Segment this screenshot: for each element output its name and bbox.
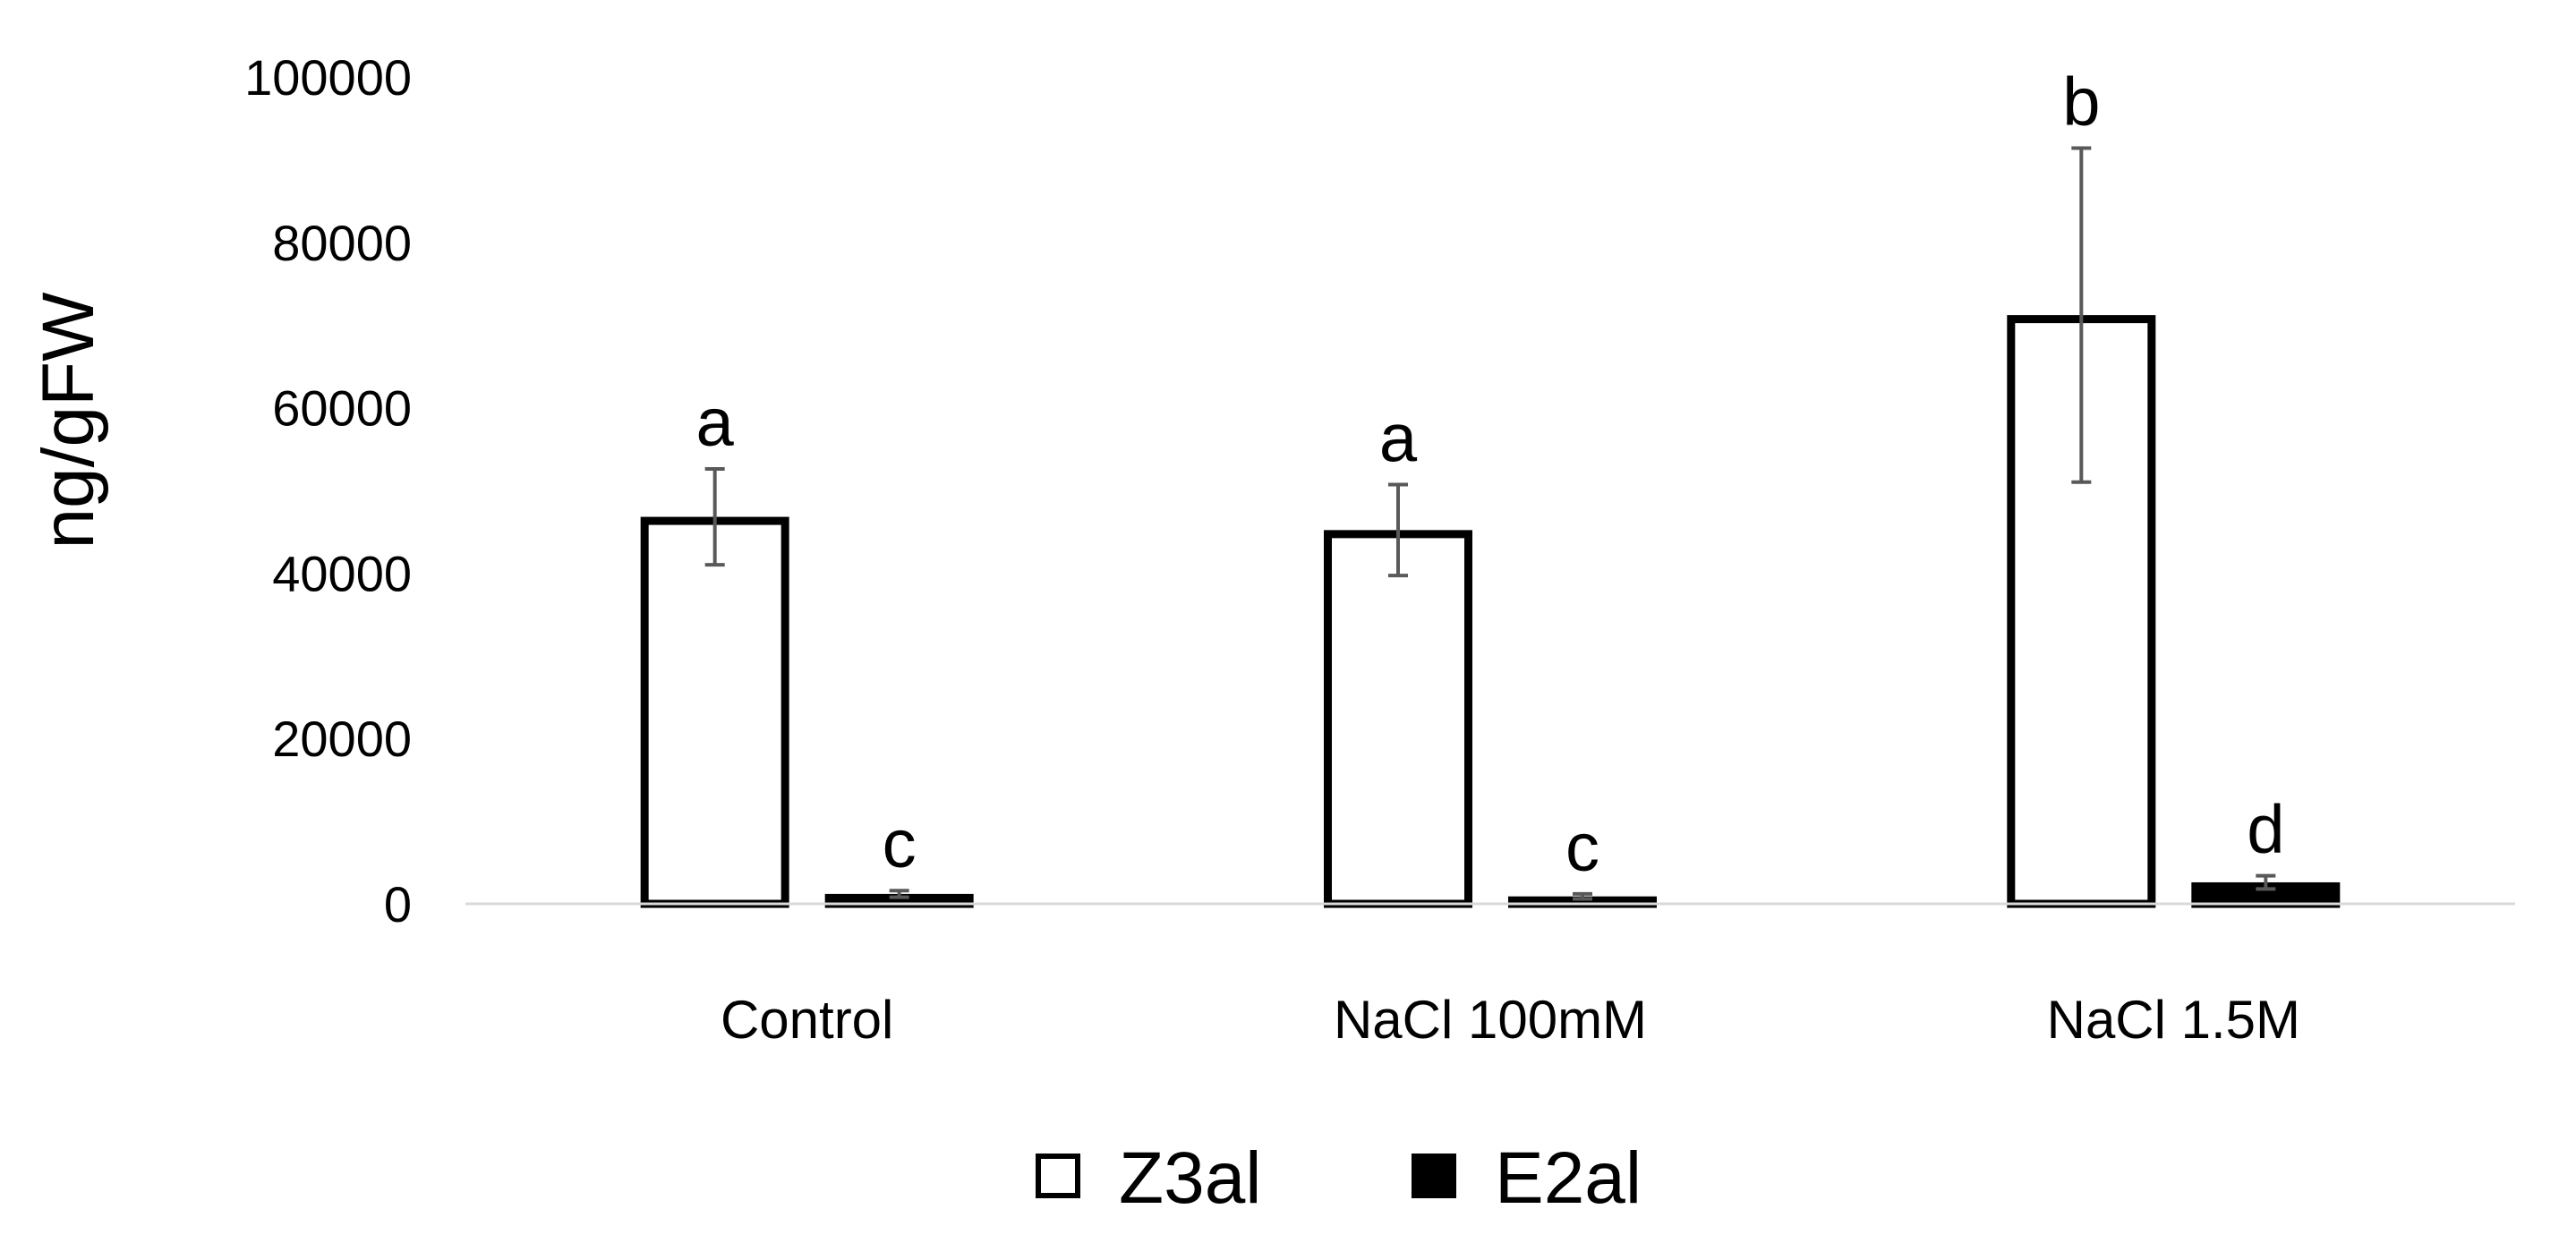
x-category-label: Control bbox=[721, 990, 893, 1050]
bar-z3al-0 bbox=[640, 516, 789, 908]
significance-label: c bbox=[1565, 810, 1599, 886]
significance-label: a bbox=[696, 385, 735, 461]
y-tick-label: 100000 bbox=[244, 49, 412, 106]
significance-label: d bbox=[2247, 792, 2284, 868]
significance-label: c bbox=[883, 806, 917, 882]
x-category-label: NaCl 1.5M bbox=[2047, 990, 2300, 1050]
legend-label-z3al: Z3al bbox=[1119, 1137, 1262, 1219]
y-tick-label: 80000 bbox=[272, 215, 412, 271]
significance-labels-group: a c a c b d bbox=[696, 64, 2285, 885]
x-category-label: NaCl 100mM bbox=[1334, 990, 1647, 1050]
significance-label: a bbox=[1379, 401, 1418, 477]
y-tick-label: 60000 bbox=[272, 380, 412, 437]
significance-label: b bbox=[2062, 64, 2100, 140]
bar-z3al-1 bbox=[1324, 530, 1472, 908]
legend: Z3al E2al bbox=[1036, 1137, 1642, 1219]
legend-swatch-e2al bbox=[1412, 1154, 1456, 1198]
legend-swatch-z3al bbox=[1036, 1154, 1080, 1198]
y-tick-label: 40000 bbox=[272, 545, 412, 601]
y-axis-title: ng/gFW bbox=[28, 292, 109, 549]
y-tick-label: 0 bbox=[384, 876, 412, 932]
y-axis-tick-labels: 0 20000 40000 60000 80000 100000 bbox=[244, 49, 412, 932]
y-axis-title-group: ng/gFW bbox=[28, 292, 109, 549]
legend-label-e2al: E2al bbox=[1495, 1137, 1642, 1219]
error-bars-group bbox=[704, 146, 2276, 901]
x-axis-category-labels: Control NaCl 100mM NaCl 1.5M bbox=[721, 990, 2300, 1050]
y-tick-label: 20000 bbox=[272, 711, 412, 767]
